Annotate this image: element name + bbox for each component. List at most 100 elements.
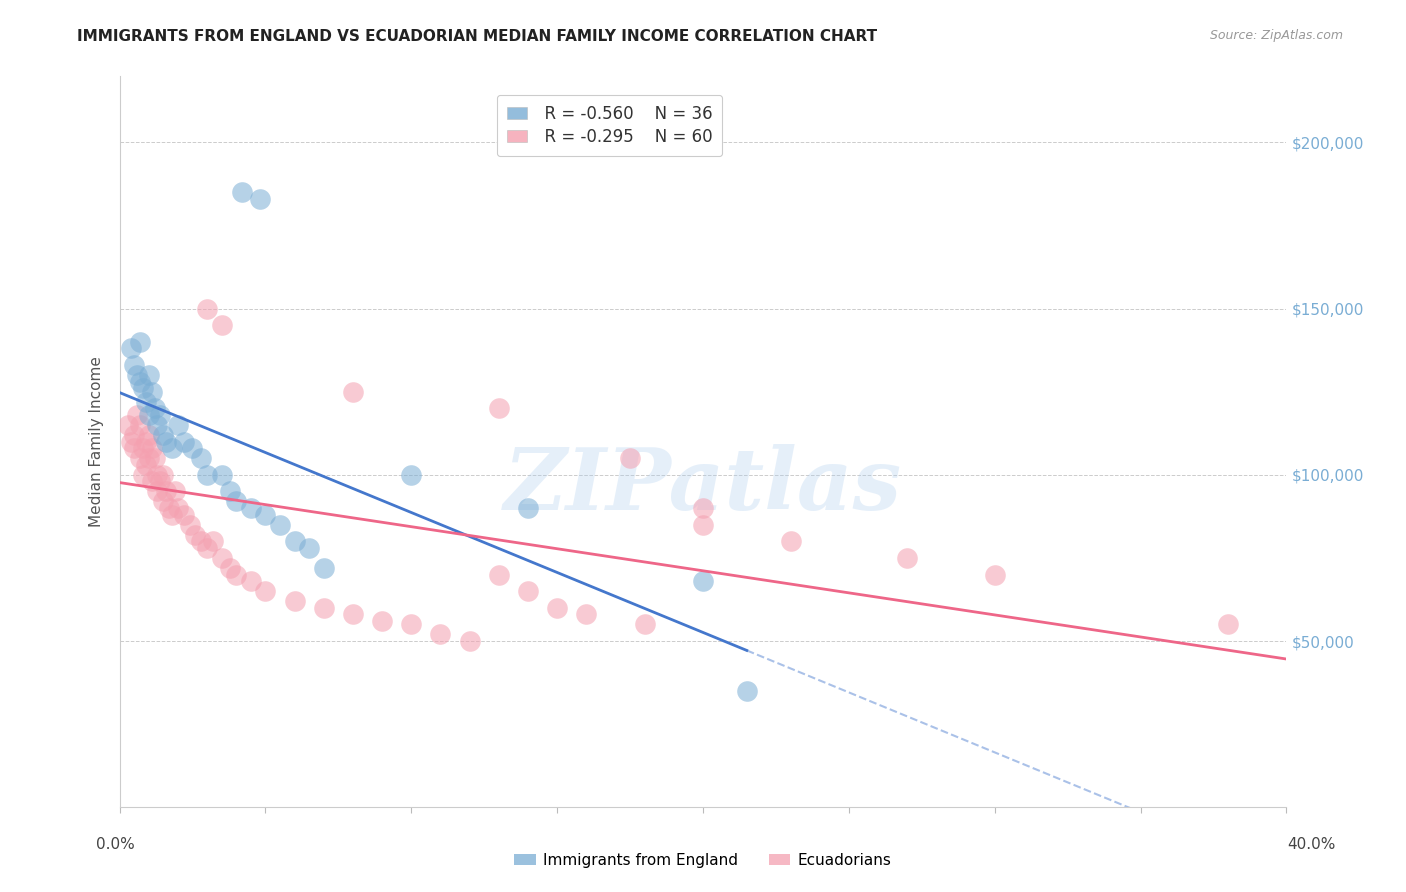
Point: [152, 494, 174, 508]
Point: [983, 567, 1005, 582]
Point: [181, 441, 204, 455]
Point: [211, 318, 233, 333]
Point: [312, 600, 335, 615]
Point: [633, 617, 655, 632]
Point: [342, 384, 364, 399]
Point: [160, 508, 183, 522]
Point: [132, 441, 155, 455]
Point: [429, 627, 451, 641]
Point: [779, 534, 801, 549]
Point: [896, 550, 918, 565]
Point: [190, 534, 212, 549]
Point: [225, 494, 247, 508]
Point: [117, 417, 139, 432]
Point: [166, 417, 188, 432]
Point: [517, 584, 540, 599]
Point: [143, 401, 166, 416]
Point: [129, 451, 152, 466]
Point: [401, 617, 423, 632]
Point: [125, 408, 148, 422]
Point: [149, 475, 172, 489]
Point: [149, 408, 172, 422]
Y-axis label: Median Family Income: Median Family Income: [89, 356, 104, 527]
Point: [141, 475, 163, 489]
Point: [173, 434, 195, 449]
Point: [138, 428, 160, 442]
Point: [283, 534, 307, 549]
Point: [342, 607, 364, 622]
Point: [211, 550, 233, 565]
Point: [122, 441, 145, 455]
Text: ZIPatlas: ZIPatlas: [503, 443, 903, 527]
Point: [269, 517, 291, 532]
Text: IMMIGRANTS FROM ENGLAND VS ECUADORIAN MEDIAN FAMILY INCOME CORRELATION CHART: IMMIGRANTS FROM ENGLAND VS ECUADORIAN ME…: [77, 29, 877, 45]
Point: [517, 501, 540, 516]
Point: [488, 401, 510, 416]
Point: [195, 541, 218, 555]
Point: [401, 467, 423, 482]
Point: [179, 517, 201, 532]
Point: [122, 358, 145, 372]
Point: [141, 384, 163, 399]
Point: [254, 584, 277, 599]
Point: [488, 567, 510, 582]
Point: [692, 574, 714, 589]
Point: [231, 185, 253, 199]
Point: [190, 451, 212, 466]
Point: [312, 561, 335, 575]
Point: [219, 561, 242, 575]
Point: [146, 417, 169, 432]
Text: Source: ZipAtlas.com: Source: ZipAtlas.com: [1209, 29, 1343, 43]
Point: [283, 594, 307, 608]
Legend:   R = -0.560    N = 36,   R = -0.295    N = 60: R = -0.560 N = 36, R = -0.295 N = 60: [496, 95, 723, 156]
Point: [135, 458, 157, 472]
Point: [1216, 617, 1240, 632]
Point: [138, 451, 160, 466]
Point: [135, 434, 157, 449]
Point: [125, 368, 148, 382]
Point: [152, 428, 174, 442]
Text: 40.0%: 40.0%: [1288, 838, 1336, 852]
Point: [155, 484, 177, 499]
Legend: Immigrants from England, Ecuadorians: Immigrants from England, Ecuadorians: [508, 847, 898, 873]
Point: [129, 417, 152, 432]
Point: [546, 600, 568, 615]
Point: [138, 368, 160, 382]
Point: [160, 441, 183, 455]
Point: [146, 484, 169, 499]
Point: [201, 534, 224, 549]
Point: [120, 434, 142, 449]
Point: [143, 451, 166, 466]
Point: [225, 567, 247, 582]
Point: [219, 484, 242, 499]
Point: [146, 467, 169, 482]
Point: [120, 342, 142, 356]
Point: [132, 467, 155, 482]
Point: [239, 501, 262, 516]
Point: [173, 508, 195, 522]
Point: [129, 375, 152, 389]
Point: [122, 428, 145, 442]
Point: [458, 634, 481, 648]
Point: [254, 508, 277, 522]
Point: [141, 441, 163, 455]
Point: [152, 467, 174, 482]
Point: [132, 381, 155, 395]
Point: [298, 541, 321, 555]
Point: [163, 484, 186, 499]
Point: [249, 192, 271, 206]
Point: [735, 684, 758, 698]
Point: [157, 501, 180, 516]
Point: [619, 451, 641, 466]
Point: [166, 501, 188, 516]
Point: [155, 434, 177, 449]
Point: [371, 614, 394, 628]
Point: [129, 334, 152, 349]
Point: [184, 527, 207, 541]
Point: [239, 574, 262, 589]
Point: [195, 467, 218, 482]
Point: [195, 301, 218, 316]
Point: [135, 394, 157, 409]
Point: [138, 408, 160, 422]
Point: [692, 517, 714, 532]
